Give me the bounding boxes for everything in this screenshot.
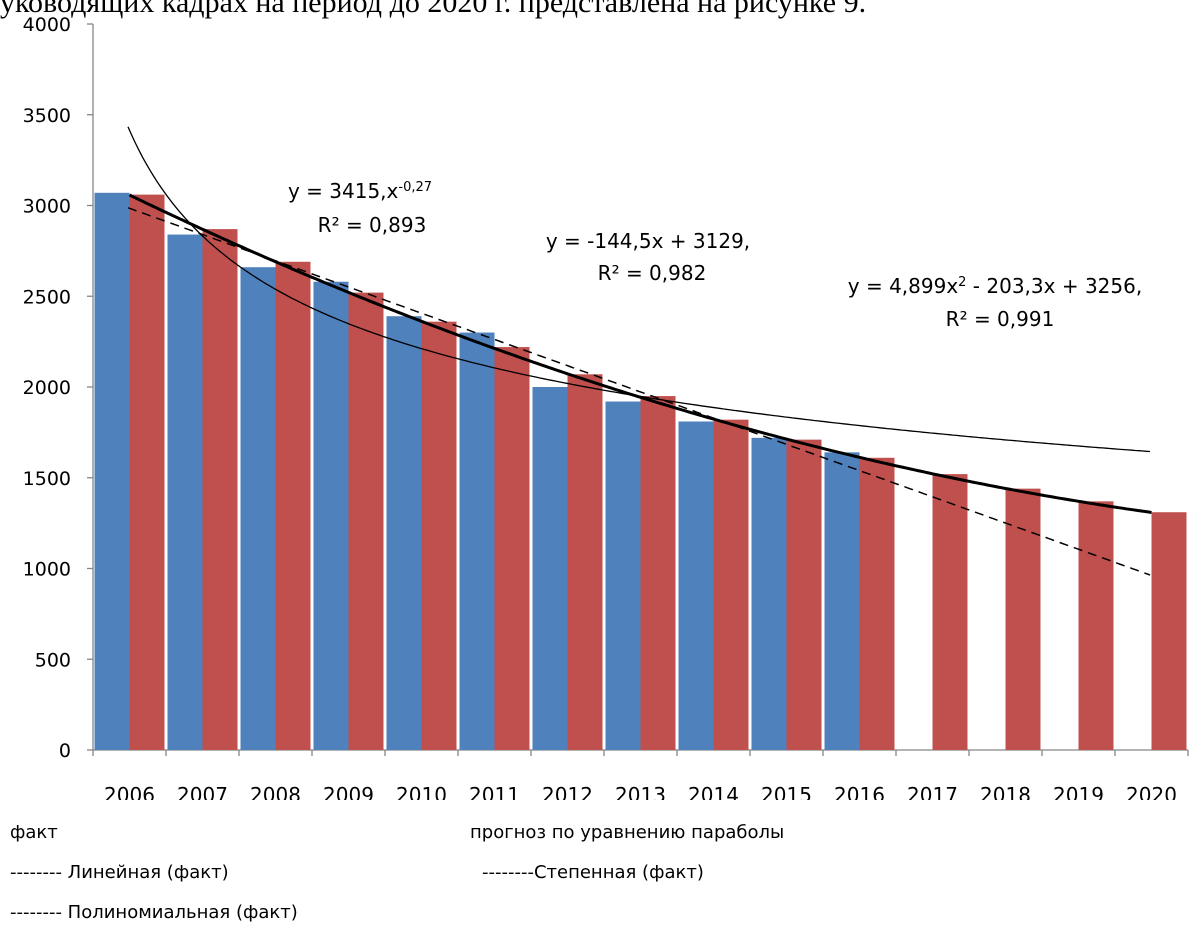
bar-forecast	[786, 439, 822, 750]
y-tick-label: 500	[35, 649, 71, 671]
annotation-power-r2: R² = 0,893	[318, 213, 427, 237]
x-tick-label: 2018	[980, 783, 1031, 800]
annotation-linear-r2: R² = 0,982	[598, 261, 707, 285]
legend-fact: факт	[10, 822, 58, 843]
bar-fact	[240, 267, 276, 750]
bar-forecast	[932, 474, 968, 750]
header-text-fragment: уководящих кадрах на период до 2020 г. п…	[0, 0, 867, 19]
x-tick-label: 2015	[761, 783, 812, 800]
bar-fact	[313, 281, 349, 750]
x-tick-label: 2017	[907, 783, 958, 800]
y-tick-label: 0	[59, 740, 71, 762]
bar-forecast	[1078, 501, 1114, 750]
annotation-linear-equation: y = -144,5x + 3129,	[546, 229, 750, 253]
bar-forecast	[713, 419, 749, 750]
bar-fact	[678, 421, 714, 750]
bar-forecast	[494, 347, 530, 750]
annotation-poly-equation: y = 4,899x2 - 203,3x + 3256,	[848, 274, 1142, 298]
y-tick-label: 1500	[23, 468, 71, 490]
bar-fact	[824, 452, 860, 750]
annotation-poly-r2: R² = 0,991	[946, 307, 1055, 331]
bar-fact	[751, 437, 787, 750]
bar-forecast	[1005, 488, 1041, 750]
bar-forecast	[859, 457, 895, 750]
bar-forecast	[421, 321, 457, 750]
trendline-linear	[127, 207, 1151, 576]
x-tick-label: 2011	[469, 783, 520, 800]
bar-fact	[386, 316, 422, 750]
bar-fact	[167, 234, 203, 751]
bar-forecast	[567, 374, 603, 750]
x-tick-label: 2016	[834, 783, 885, 800]
y-tick-label: 4000	[23, 14, 71, 36]
y-tick-label: 3500	[23, 105, 71, 127]
x-tick-label: 2019	[1053, 783, 1104, 800]
x-tick-label: 2007	[177, 783, 228, 800]
x-tick-label: 2008	[250, 783, 301, 800]
bar-forecast	[640, 396, 676, 750]
bar-forecast	[202, 229, 238, 751]
x-tick-label: 2010	[396, 783, 447, 800]
annotation-power-equation: y = 3415,x-0,27	[288, 179, 432, 203]
legend-linear: -------- Линейная (факт)	[10, 862, 229, 883]
legend-forecast: прогноз по уравнению параболы	[470, 822, 785, 843]
bar-fact	[532, 387, 568, 750]
bar-fact	[459, 332, 495, 750]
y-tick-label: 2500	[23, 286, 71, 308]
x-tick-label: 2006	[104, 783, 155, 800]
x-tick-label: 2009	[323, 783, 374, 800]
bar-fact	[605, 401, 641, 750]
legend-power: --------Степенная (факт)	[482, 862, 704, 883]
y-tick-label: 2000	[23, 377, 71, 399]
bar-forecast	[348, 292, 384, 750]
legend-poly: -------- Полиномиальная (факт)	[10, 902, 298, 923]
x-tick-label: 2014	[688, 783, 739, 800]
chart: 0 500 1000 1500 2000 2500 3000 3500 4000 2006 2007…	[23, 14, 1189, 800]
x-tick-label: 2012	[542, 783, 593, 800]
bar-fact	[94, 192, 130, 751]
x-tick-label: 2020	[1126, 783, 1177, 800]
bar-forecast	[275, 261, 311, 750]
y-tick-label: 3000	[23, 196, 71, 218]
bar-forecast	[1151, 512, 1187, 750]
y-tick-label: 1000	[23, 559, 71, 581]
trendline-polynomial	[128, 193, 1152, 514]
x-tick-label: 2013	[615, 783, 666, 800]
bar-forecast	[129, 194, 165, 751]
